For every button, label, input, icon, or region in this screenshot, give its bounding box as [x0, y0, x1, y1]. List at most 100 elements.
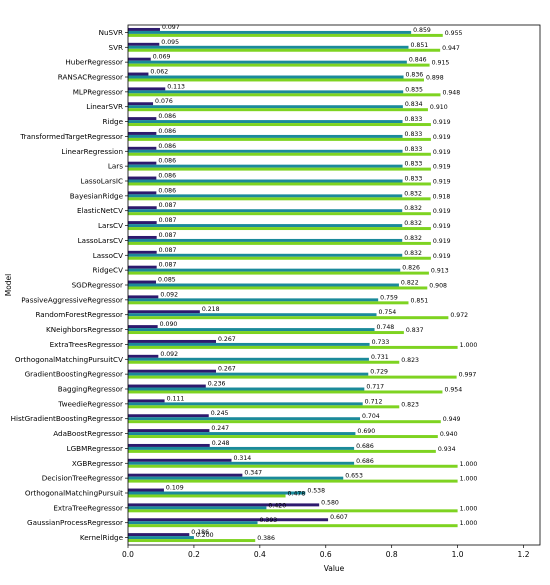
category-labels: NuSVR SVR HuberRegressor RANSACRegressor MLP… — [11, 28, 124, 542]
data-label: 0.092 — [160, 351, 178, 358]
bar — [128, 435, 438, 439]
data-label: 0.832 — [404, 190, 422, 197]
data-label: 0.754 — [379, 309, 397, 316]
bar — [128, 524, 458, 528]
x-tick-label: 0.8 — [386, 550, 398, 559]
bar — [128, 149, 403, 153]
category-label: LassoCV — [93, 251, 123, 260]
data-label: 0.851 — [410, 297, 428, 304]
data-label: 0.248 — [212, 440, 230, 447]
bar — [128, 443, 210, 447]
bar — [128, 479, 458, 483]
bar — [128, 60, 407, 64]
category-label: Lars — [108, 162, 123, 171]
bar — [128, 432, 356, 436]
category-label: GaussianProcessRegressor — [27, 518, 123, 527]
bar — [128, 417, 361, 421]
data-label: 0.653 — [345, 473, 363, 480]
category-label: HistGradientBoostingRegressor — [11, 414, 123, 423]
bar — [128, 372, 369, 376]
category-label: AdaBoostRegressor — [53, 429, 123, 438]
data-label: 0.919 — [433, 253, 451, 260]
data-label: 0.832 — [404, 205, 422, 212]
bar — [128, 518, 329, 522]
data-label: 0.087 — [159, 232, 177, 239]
data-label: 0.898 — [426, 74, 444, 81]
data-label: 1.000 — [460, 520, 478, 527]
category-label: KernelRidge — [80, 533, 124, 542]
bar — [128, 402, 363, 406]
data-label: 0.836 — [406, 72, 424, 79]
bar — [128, 265, 157, 269]
data-label: 0.580 — [321, 499, 339, 506]
data-label: 0.267 — [218, 336, 236, 343]
category-label: OrthogonalMatchingPursuitCV — [15, 355, 123, 364]
data-label: 0.686 — [356, 443, 374, 450]
data-label: 0.347 — [244, 470, 262, 477]
data-label: 0.731 — [371, 354, 389, 361]
category-label: ExtraTreeRegressor — [53, 503, 123, 512]
data-label: 0.097 — [162, 24, 180, 31]
data-label: 0.823 — [401, 357, 419, 364]
data-label: 0.949 — [443, 416, 461, 423]
bar — [128, 209, 403, 213]
data-label: 0.247 — [211, 425, 229, 432]
bar — [128, 503, 320, 507]
bar — [128, 182, 431, 186]
category-label: ExtraTreesRegressor — [50, 340, 123, 349]
y-axis-label: Model — [4, 274, 13, 297]
bar — [128, 280, 157, 284]
data-label: 0.919 — [433, 223, 451, 230]
data-label: 0.833 — [405, 146, 423, 153]
bar — [128, 212, 431, 216]
data-label: 0.393 — [260, 517, 278, 524]
bar — [128, 30, 412, 34]
data-label: 0.835 — [405, 86, 423, 93]
data-label: 0.109 — [166, 485, 184, 492]
bar — [128, 429, 210, 433]
data-label: 0.826 — [402, 265, 420, 272]
data-label: 0.733 — [372, 339, 390, 346]
bar — [128, 476, 344, 480]
bar — [128, 164, 403, 168]
bar — [128, 506, 267, 510]
bar — [128, 494, 286, 498]
bar — [128, 271, 429, 275]
data-label: 0.092 — [160, 291, 178, 298]
bar — [128, 310, 200, 314]
data-label: 0.834 — [405, 101, 423, 108]
bar — [128, 325, 158, 329]
bar — [128, 102, 154, 106]
data-label: 0.833 — [405, 131, 423, 138]
data-label: 0.086 — [158, 173, 176, 180]
bar — [128, 206, 157, 210]
data-label: 0.478 — [288, 490, 306, 497]
data-label: 0.859 — [413, 27, 431, 34]
bar — [128, 331, 404, 335]
data-label: 0.086 — [158, 128, 176, 135]
bar — [128, 357, 369, 361]
bar — [128, 48, 441, 52]
bar — [128, 72, 149, 76]
bar — [128, 491, 306, 495]
bar — [128, 93, 441, 97]
bar — [128, 250, 157, 254]
bar — [128, 420, 441, 424]
bar — [128, 342, 370, 346]
x-tick-label: 0.0 — [122, 550, 134, 559]
bar — [128, 117, 157, 121]
data-label: 0.832 — [404, 250, 422, 257]
data-label: 0.538 — [307, 488, 325, 495]
x-tick-label: 0.6 — [320, 550, 332, 559]
bar — [128, 345, 458, 349]
category-label: BayesianRidge — [70, 191, 124, 200]
category-label: LassoLarsIC — [80, 177, 123, 186]
bar — [128, 146, 157, 150]
data-label: 0.062 — [150, 69, 168, 76]
data-label: 0.420 — [268, 502, 286, 509]
bar — [128, 536, 194, 540]
bar — [128, 227, 431, 231]
bar — [128, 161, 157, 165]
category-label: LarsCV — [98, 221, 123, 230]
